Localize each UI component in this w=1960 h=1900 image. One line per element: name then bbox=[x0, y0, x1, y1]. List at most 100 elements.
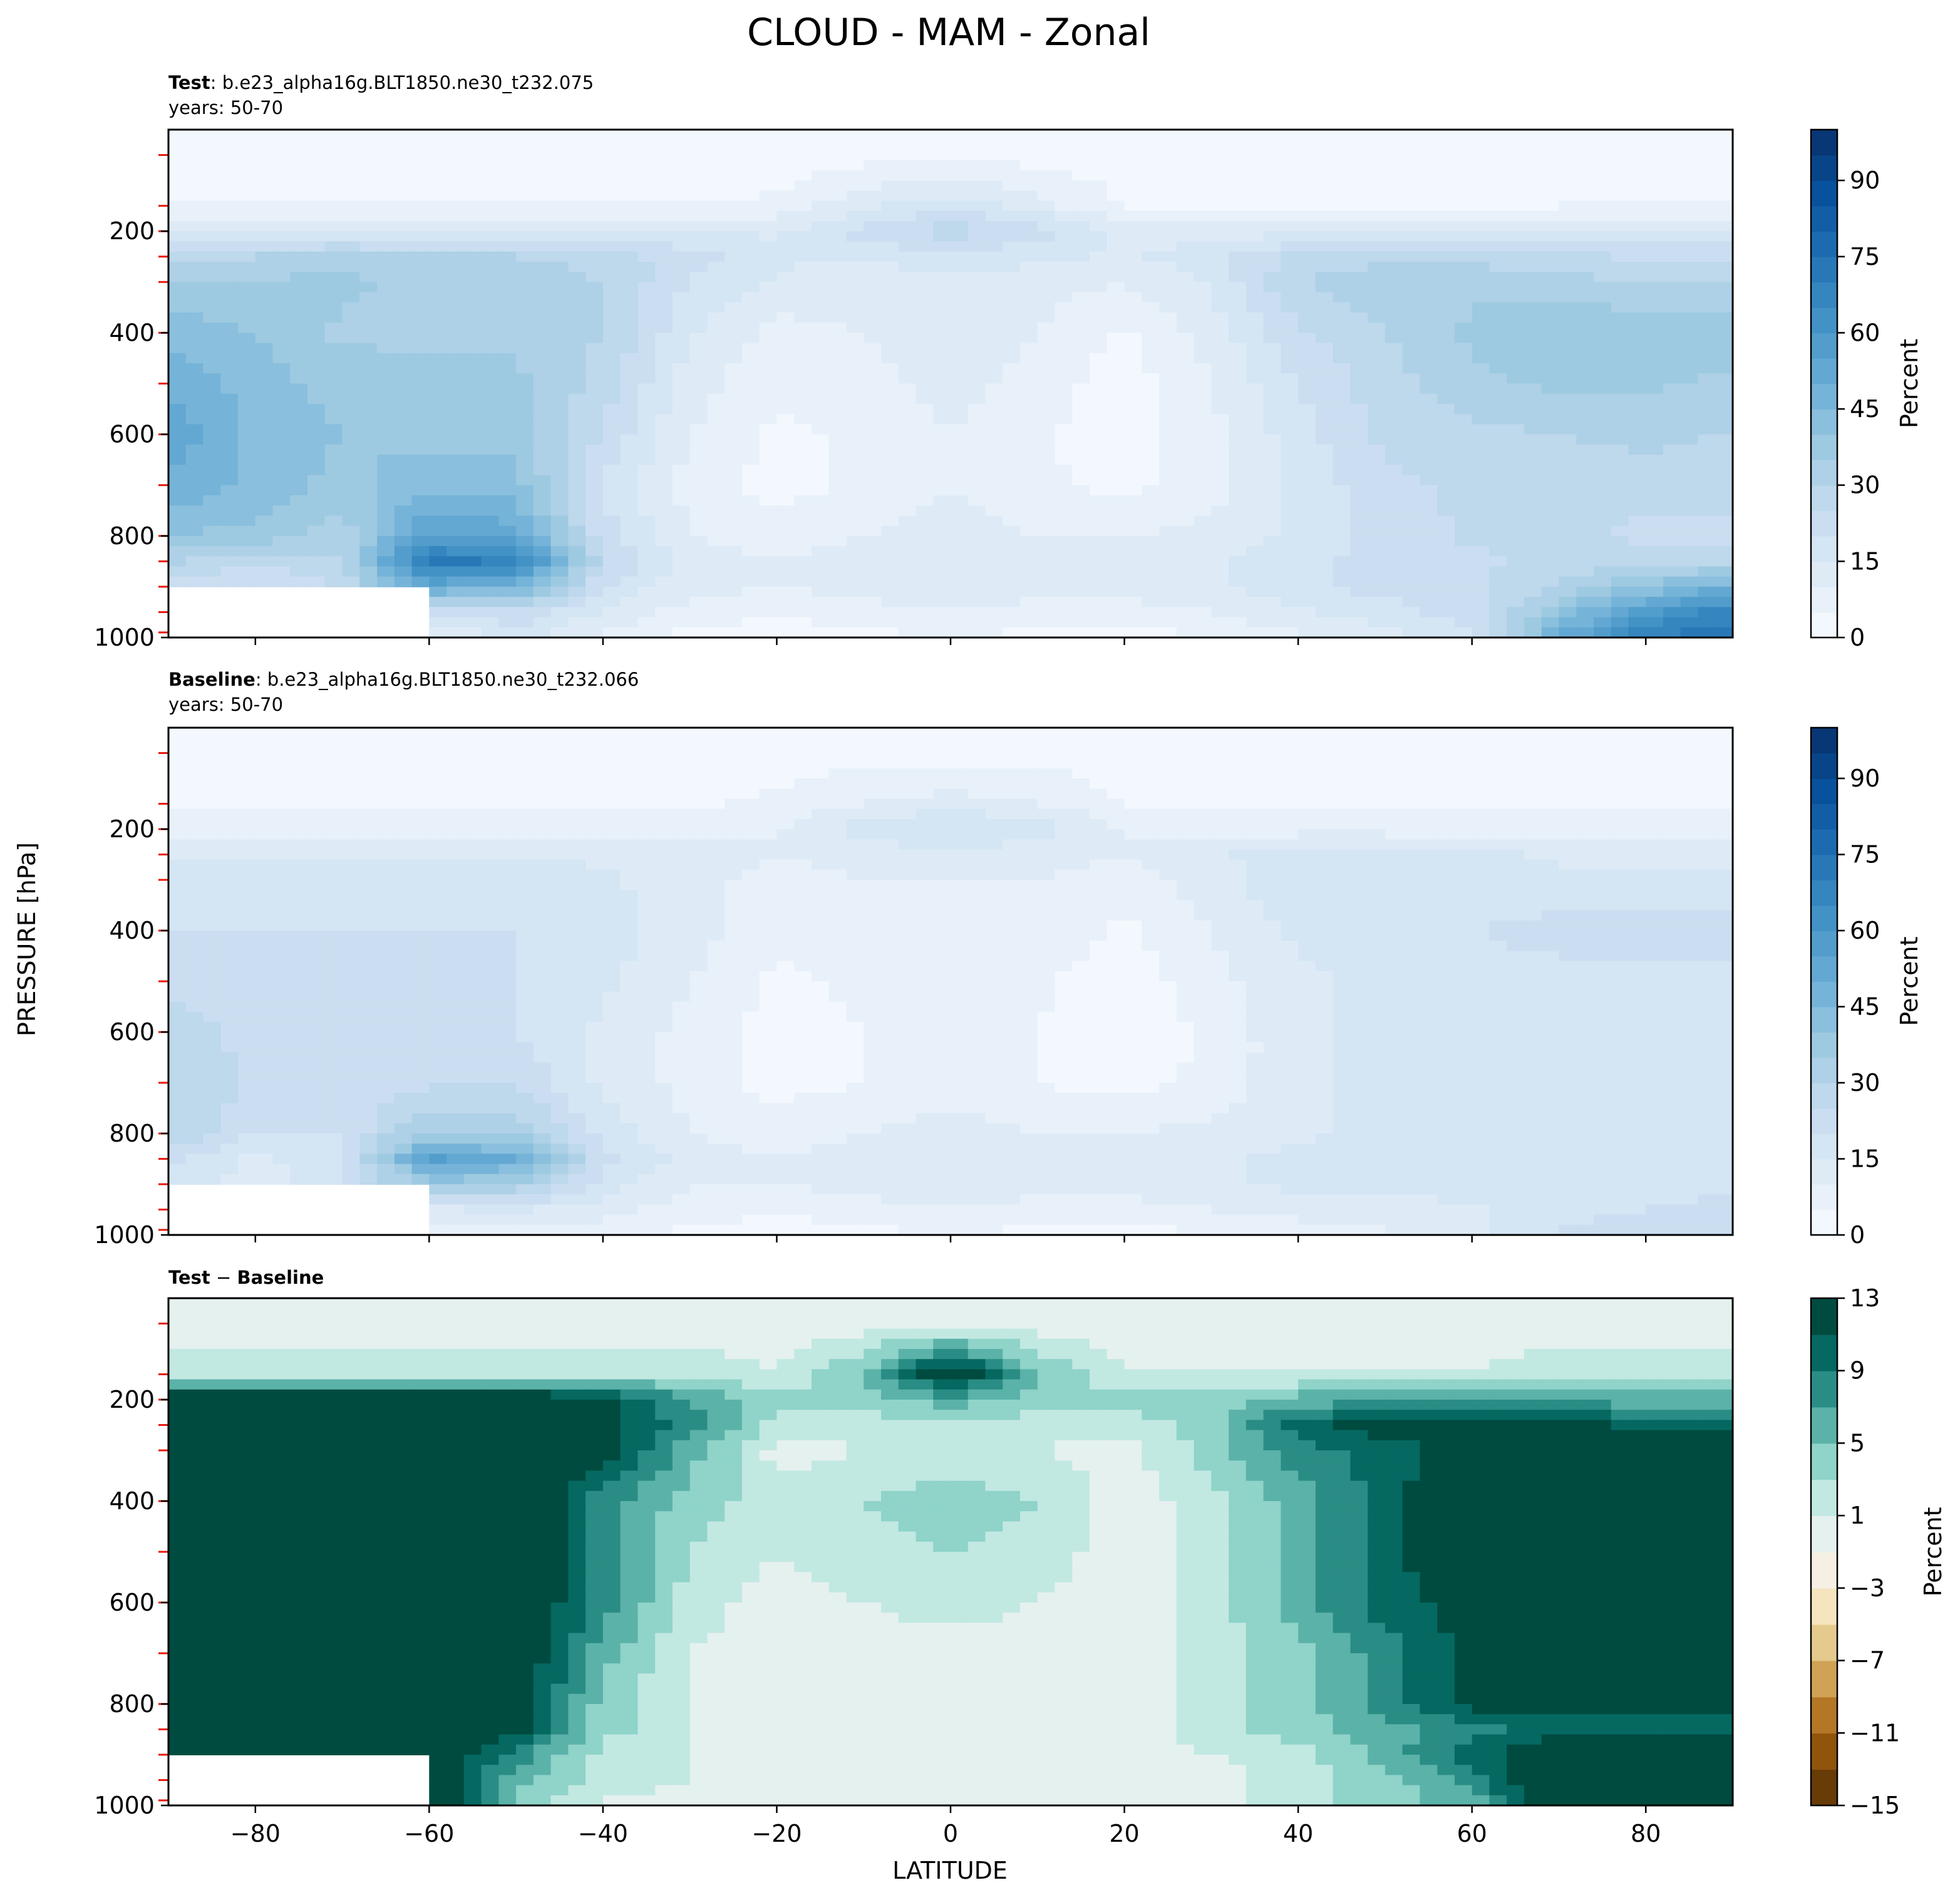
contour-cell bbox=[1559, 403, 1577, 415]
contour-cell bbox=[324, 738, 343, 749]
contour-cell bbox=[1385, 261, 1403, 272]
contour-cell bbox=[776, 535, 795, 547]
contour-cell bbox=[324, 292, 343, 303]
contour-cell bbox=[1090, 597, 1108, 608]
contour-cell bbox=[1246, 302, 1264, 313]
contour-cell bbox=[794, 150, 812, 161]
contour-cell bbox=[1315, 261, 1334, 272]
contour-cell bbox=[359, 160, 378, 171]
contour-cell bbox=[342, 495, 361, 506]
contour-cell bbox=[463, 343, 482, 354]
contour-cell bbox=[1437, 221, 1455, 232]
contour-cell bbox=[568, 728, 587, 739]
contour-cell bbox=[794, 495, 812, 506]
contour-cell bbox=[1559, 312, 1577, 324]
contour-cell bbox=[394, 758, 413, 769]
contour-cell bbox=[185, 566, 204, 577]
contour-cell bbox=[1298, 150, 1316, 161]
contour-cell bbox=[1020, 414, 1038, 425]
contour-cell bbox=[1350, 261, 1369, 272]
contour-cell bbox=[776, 231, 795, 242]
contour-cell bbox=[1698, 576, 1716, 587]
contour-cell bbox=[1437, 363, 1455, 374]
contour-cell bbox=[1003, 241, 1021, 252]
contour-cell bbox=[429, 353, 447, 364]
contour-cell bbox=[1420, 748, 1438, 759]
contour-cell bbox=[864, 768, 882, 779]
contour-cell bbox=[1454, 738, 1473, 749]
contour-cell bbox=[864, 728, 882, 739]
contour-cell bbox=[585, 241, 604, 252]
contour-cell bbox=[846, 393, 865, 405]
contour-cell bbox=[1628, 444, 1647, 455]
contour-cell bbox=[411, 231, 430, 242]
contour-cell bbox=[585, 150, 604, 161]
contour-cell bbox=[881, 566, 899, 577]
contour-cell bbox=[498, 323, 517, 334]
contour-cell bbox=[1541, 343, 1560, 354]
contour-cell bbox=[655, 312, 673, 324]
contour-cell bbox=[967, 333, 986, 344]
contour-cell bbox=[1454, 444, 1473, 455]
contour-cell bbox=[1576, 525, 1594, 537]
contour-cell bbox=[1090, 728, 1108, 739]
contour-cell bbox=[794, 403, 812, 415]
contour-cell bbox=[342, 333, 361, 344]
contour-cell bbox=[168, 210, 187, 222]
contour-cell bbox=[1454, 282, 1473, 293]
contour-cell bbox=[1698, 758, 1716, 769]
contour-cell bbox=[602, 778, 621, 790]
contour-cell bbox=[1055, 241, 1073, 252]
contour-cell bbox=[1576, 140, 1594, 151]
contour-cell bbox=[1124, 525, 1143, 537]
contour-cell bbox=[1333, 465, 1351, 476]
contour-cell bbox=[916, 261, 934, 272]
contour-cell bbox=[1576, 261, 1594, 272]
contour-cell bbox=[185, 343, 204, 354]
contour-cell bbox=[1402, 434, 1421, 445]
contour-cell bbox=[498, 302, 517, 313]
contour-cell bbox=[776, 130, 795, 141]
contour-cell bbox=[620, 444, 639, 455]
contour-cell bbox=[1715, 160, 1733, 171]
contour-cell bbox=[1263, 515, 1282, 527]
contour-cell bbox=[864, 292, 882, 303]
contour-cell bbox=[516, 525, 534, 537]
contour-cell bbox=[1680, 333, 1699, 344]
contour-cell bbox=[759, 333, 778, 344]
contour-cell bbox=[498, 627, 517, 638]
contour-cell bbox=[290, 515, 308, 527]
contour-cell bbox=[1142, 292, 1160, 303]
contour-cell bbox=[620, 160, 639, 171]
contour-cell bbox=[812, 241, 830, 252]
contour-cell bbox=[1507, 424, 1525, 435]
contour-cell bbox=[290, 728, 308, 739]
contour-cell bbox=[220, 292, 239, 303]
colorbar-band bbox=[1811, 561, 1837, 587]
contour-cell bbox=[1333, 556, 1351, 567]
contour-cell bbox=[1263, 282, 1282, 293]
contour-cell bbox=[585, 465, 604, 476]
contour-cell bbox=[238, 282, 256, 293]
contour-cell bbox=[446, 393, 465, 405]
contour-cell bbox=[672, 363, 691, 374]
contour-cell bbox=[585, 535, 604, 547]
contour-cell bbox=[898, 323, 917, 334]
contour-cell bbox=[481, 393, 500, 405]
contour-cell bbox=[377, 150, 395, 161]
contour-cell bbox=[1646, 170, 1664, 181]
contour-cell bbox=[1541, 505, 1560, 517]
contour-cell bbox=[812, 150, 830, 161]
contour-cell bbox=[1489, 221, 1508, 232]
contour-cell bbox=[741, 758, 760, 769]
contour-cell bbox=[1437, 505, 1455, 517]
contour-cell bbox=[1594, 403, 1612, 415]
contour-cell bbox=[725, 282, 743, 293]
contour-cell bbox=[463, 363, 482, 374]
contour-cell bbox=[1680, 434, 1699, 445]
contour-cell bbox=[550, 434, 569, 445]
contour-cell bbox=[1350, 403, 1369, 415]
contour-cell bbox=[1594, 251, 1612, 262]
contour-cell bbox=[394, 373, 413, 385]
contour-cell bbox=[1037, 393, 1056, 405]
